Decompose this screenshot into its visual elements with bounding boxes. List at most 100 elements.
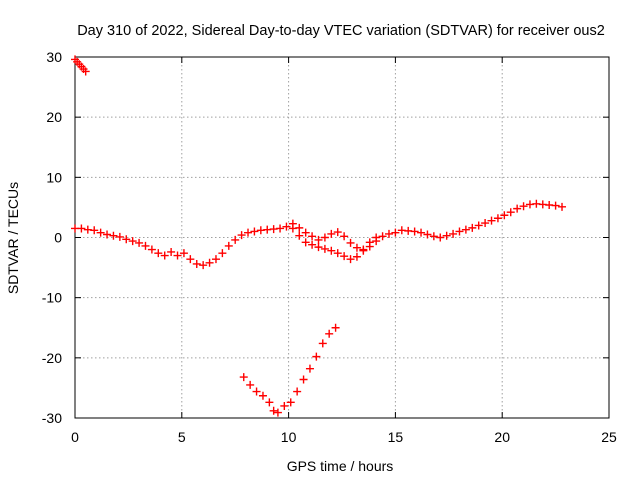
data-point-main bbox=[410, 227, 419, 236]
data-point-upper-branch bbox=[346, 238, 355, 247]
x-tick-label: 25 bbox=[601, 429, 617, 445]
data-point-main bbox=[378, 232, 387, 241]
data-point-main bbox=[205, 258, 214, 267]
data-point-main bbox=[160, 251, 169, 260]
data-point-main bbox=[90, 226, 99, 235]
data-point-dip bbox=[273, 408, 282, 417]
data-point-main bbox=[276, 224, 285, 233]
data-point-upper-branch bbox=[288, 219, 297, 228]
data-point-main bbox=[519, 202, 528, 211]
y-axis-label: SDTVAR / TECUs bbox=[5, 182, 21, 294]
data-point-main bbox=[211, 255, 220, 264]
data-point-main bbox=[96, 228, 105, 237]
data-point-main bbox=[481, 219, 490, 228]
data-point-upper-branch bbox=[372, 237, 381, 246]
data-point-upper-branch bbox=[340, 232, 349, 241]
data-point-dip bbox=[269, 406, 278, 415]
data-point-early-start bbox=[81, 67, 90, 76]
x-tick-label: 5 bbox=[178, 429, 186, 445]
data-point-main bbox=[346, 255, 355, 264]
data-point-dip bbox=[299, 375, 308, 384]
data-point-dip bbox=[331, 323, 340, 332]
data-point-main bbox=[122, 235, 131, 244]
grid-lines bbox=[75, 57, 609, 418]
data-point-main bbox=[218, 249, 227, 258]
data-point-main bbox=[308, 240, 317, 249]
data-point-main bbox=[352, 252, 361, 261]
data-point-main bbox=[173, 251, 182, 260]
data-point-dip bbox=[305, 364, 314, 373]
data-point-dip bbox=[312, 352, 321, 361]
data-point-main bbox=[340, 252, 349, 261]
data-point-main bbox=[384, 229, 393, 238]
y-tick-label: 0 bbox=[54, 230, 62, 246]
data-point-dip bbox=[265, 398, 274, 407]
data-point-main bbox=[461, 225, 470, 234]
data-point-main bbox=[333, 249, 342, 258]
data-point-main bbox=[282, 222, 291, 231]
data-point-main bbox=[244, 228, 253, 237]
data-point-main bbox=[141, 241, 150, 250]
data-point-main bbox=[109, 231, 118, 240]
data-point-main bbox=[301, 238, 310, 247]
data-point-main bbox=[154, 249, 163, 258]
data-point-main bbox=[500, 211, 509, 220]
data-point-main bbox=[417, 228, 426, 237]
y-tick-label: 20 bbox=[46, 109, 62, 125]
data-point-dip bbox=[246, 380, 255, 389]
data-point-main bbox=[320, 244, 329, 253]
y-tick-label: 10 bbox=[46, 169, 62, 185]
data-point-main bbox=[551, 201, 560, 210]
chart-title: Day 310 of 2022, Sidereal Day-to-day VTE… bbox=[77, 23, 605, 39]
data-point-main bbox=[493, 214, 502, 223]
data-point-upper-branch bbox=[352, 243, 361, 252]
data-point-main bbox=[192, 259, 201, 268]
data-point-dip bbox=[280, 401, 289, 410]
data-point-main bbox=[103, 230, 112, 239]
y-tick-label: -10 bbox=[42, 290, 62, 306]
x-axis-label: GPS time / hours bbox=[287, 458, 394, 474]
data-point-upper-branch bbox=[308, 232, 317, 241]
data-point-dip bbox=[286, 398, 295, 407]
x-tick-label: 15 bbox=[388, 429, 404, 445]
data-point-main bbox=[506, 208, 515, 217]
data-point-main bbox=[77, 224, 86, 233]
data-point-main bbox=[186, 255, 195, 264]
data-point-dip bbox=[258, 391, 267, 400]
data-point-upper-branch bbox=[365, 242, 374, 251]
data-point-main bbox=[179, 249, 188, 258]
data-point-upper-branch bbox=[314, 235, 323, 244]
data-point-main bbox=[442, 231, 451, 240]
data-point-dip bbox=[325, 329, 334, 338]
data-point-main bbox=[237, 231, 246, 240]
data-point-main bbox=[429, 232, 438, 241]
data-point-dip bbox=[252, 387, 261, 396]
data-point-main bbox=[391, 228, 400, 237]
data-points bbox=[71, 55, 567, 417]
data-point-upper-branch bbox=[327, 229, 336, 238]
data-point-main bbox=[128, 237, 137, 246]
data-point-main bbox=[115, 232, 124, 241]
data-point-main bbox=[224, 241, 233, 250]
data-point-main bbox=[295, 231, 304, 240]
data-point-main bbox=[167, 247, 176, 256]
data-point-upper-branch bbox=[359, 246, 368, 255]
data-point-upper-branch bbox=[333, 228, 342, 237]
x-tick-label: 0 bbox=[71, 429, 79, 445]
data-point-main bbox=[558, 202, 567, 211]
data-point-main bbox=[487, 216, 496, 225]
data-point-main bbox=[231, 235, 240, 244]
data-point-main bbox=[513, 204, 522, 213]
data-point-main bbox=[455, 227, 464, 236]
y-tick-label: 30 bbox=[46, 49, 62, 65]
axis-ticks bbox=[74, 56, 610, 419]
data-point-main bbox=[423, 230, 432, 239]
data-point-main bbox=[327, 246, 336, 255]
data-point-main bbox=[199, 261, 208, 270]
data-point-main bbox=[436, 233, 445, 242]
data-point-dip bbox=[239, 373, 248, 382]
tick-labels: 0 5 10 15 20 25 -30 -20 -10 0 10 20 30 bbox=[42, 49, 617, 445]
data-point-main bbox=[474, 221, 483, 230]
y-tick-label: -20 bbox=[42, 350, 62, 366]
